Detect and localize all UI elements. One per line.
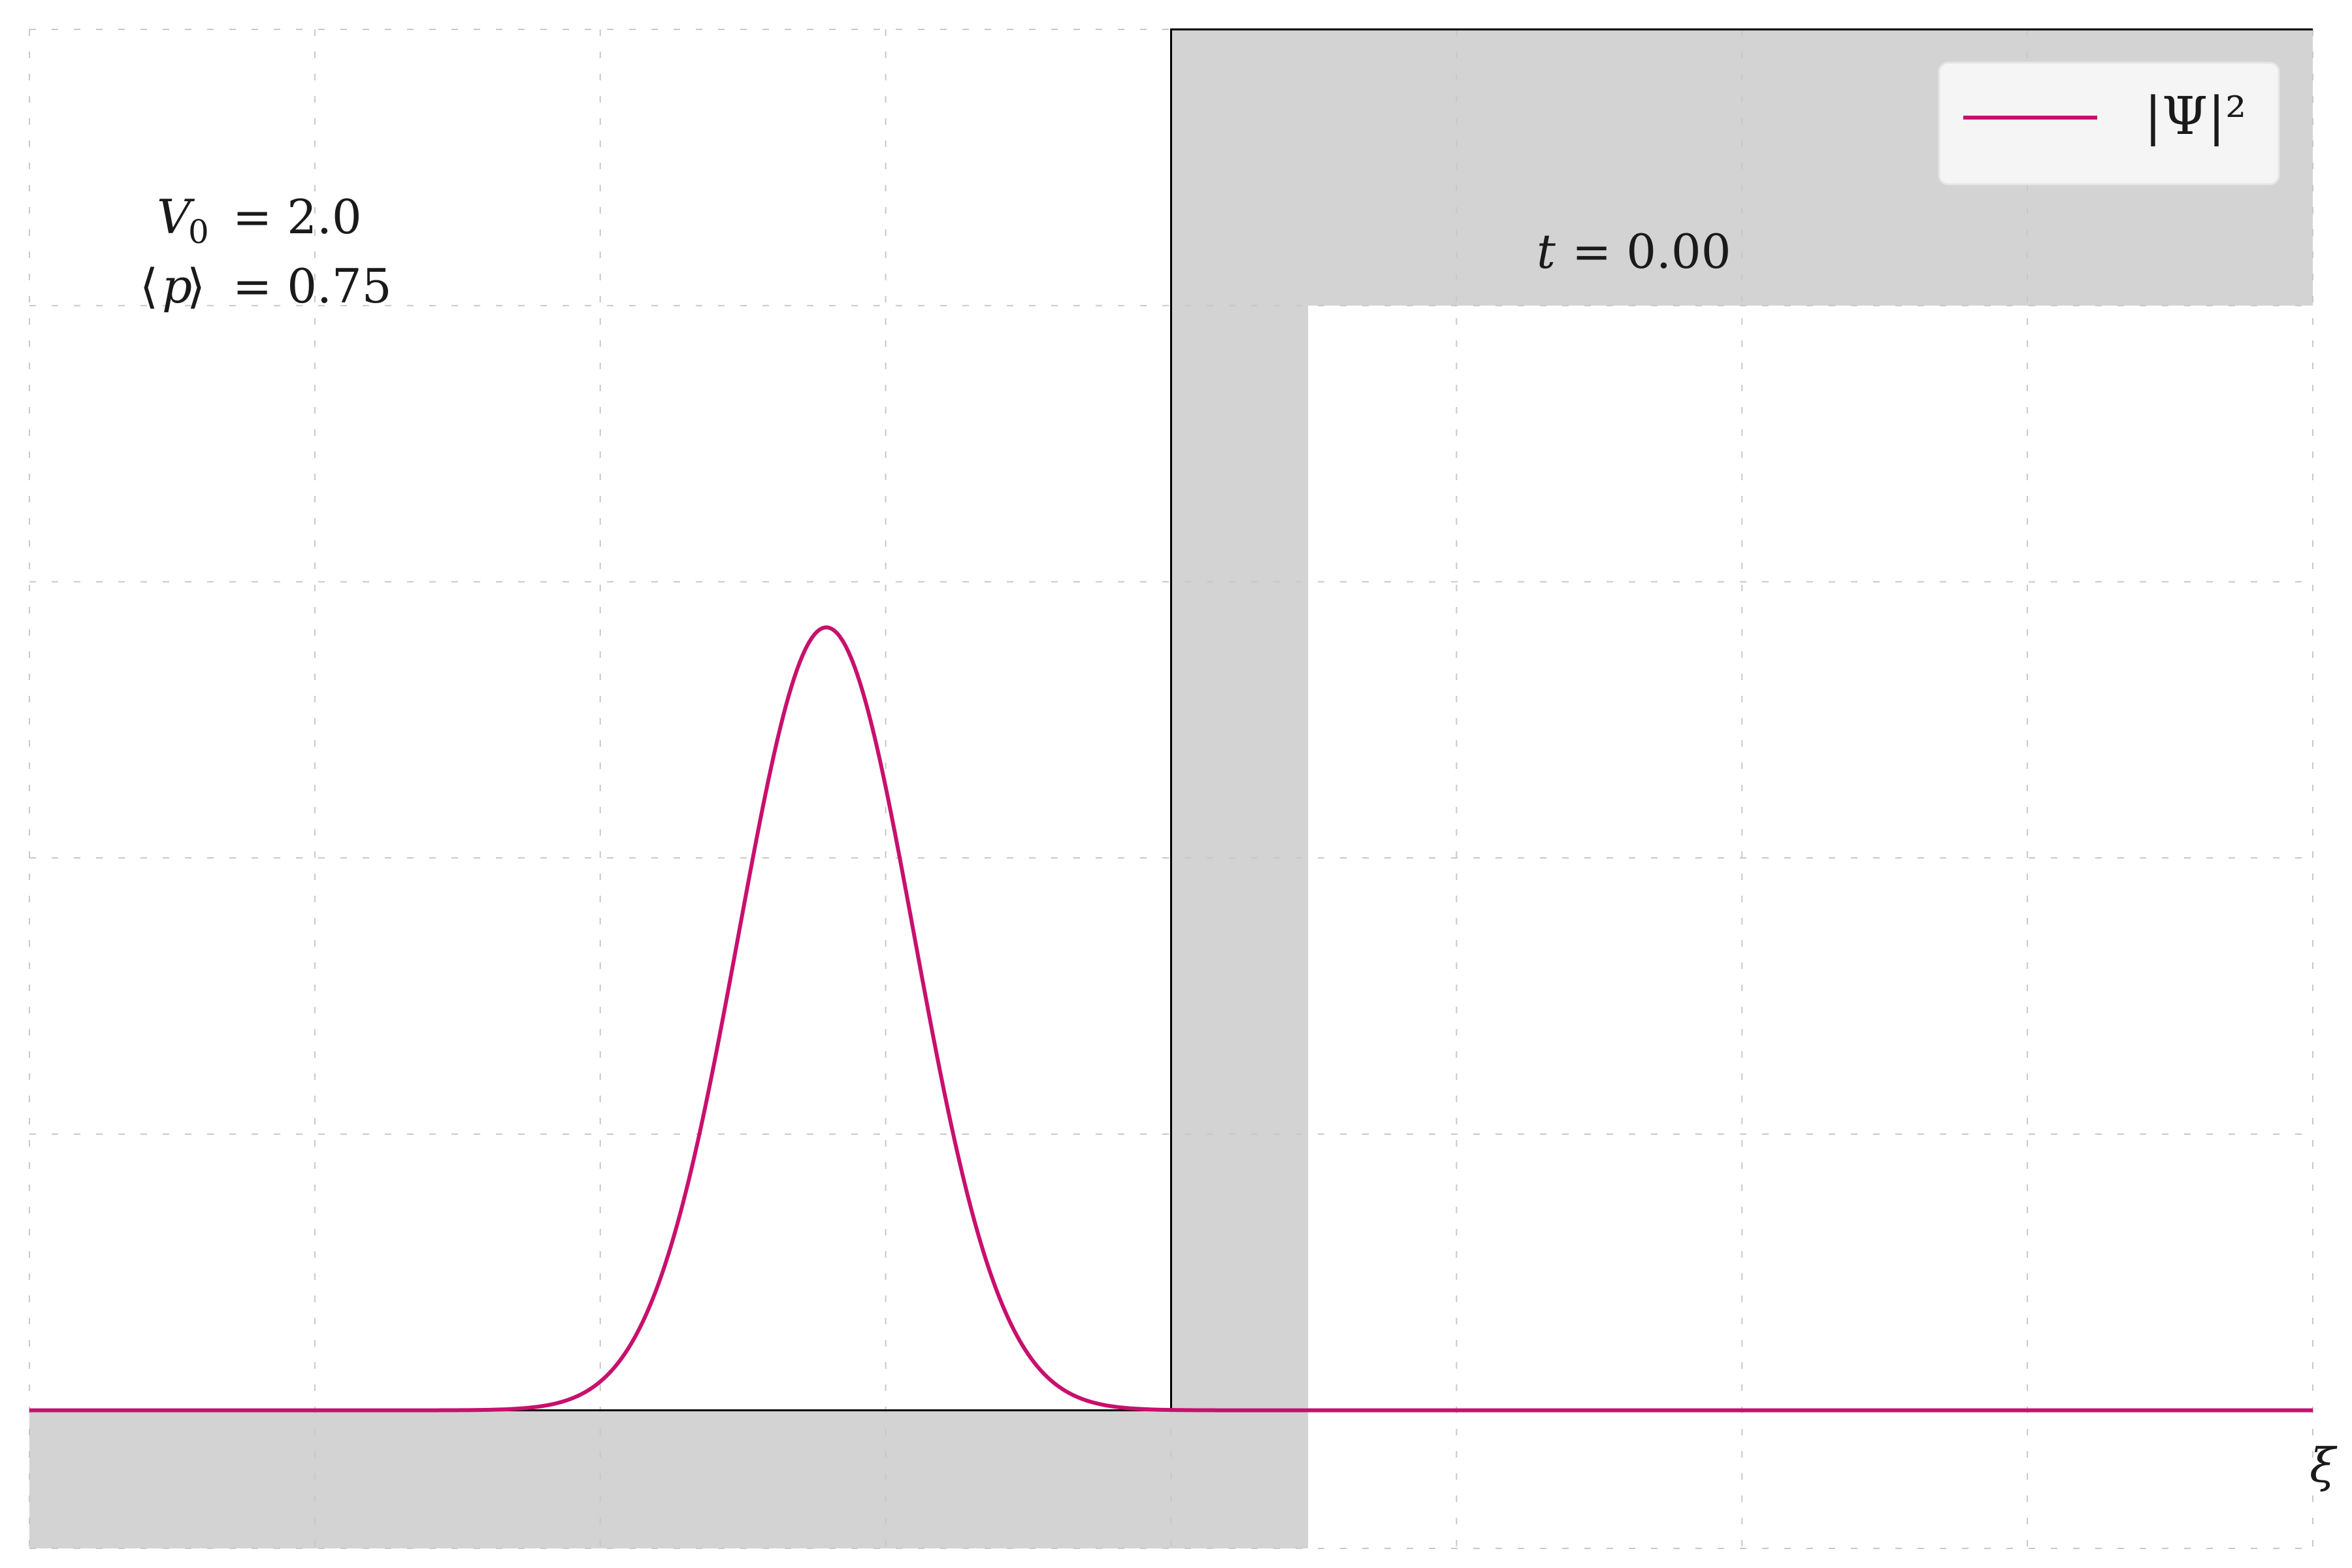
- v0-value: = 2.0: [233, 189, 362, 244]
- v0-subscript: 0: [188, 213, 209, 251]
- psi-squared-curve: [29, 625, 2313, 1413]
- v0-symbol: V: [157, 189, 195, 244]
- time-value: = 0.00: [1572, 224, 1731, 279]
- legend-label: |Ψ|²: [2144, 86, 2246, 146]
- v0-annotation: V 0 = 2.0: [157, 189, 362, 251]
- momentum-bracket-close: ⟩: [187, 259, 205, 314]
- momentum-symbol: p: [162, 259, 192, 314]
- legend: |Ψ|²: [1938, 61, 2280, 186]
- time-symbol: t: [1537, 224, 1556, 279]
- x-axis-label: ξ: [2310, 1438, 2338, 1493]
- potential-step-line: [29, 28, 2313, 1412]
- momentum-annotation: ⟨ p ⟩ = 0.75: [140, 259, 392, 314]
- time-annotation: t = 0.00: [1537, 224, 1731, 279]
- legend-box: [1938, 61, 2280, 186]
- momentum-bracket-open: ⟨: [140, 259, 158, 314]
- momentum-value: = 0.75: [233, 259, 392, 314]
